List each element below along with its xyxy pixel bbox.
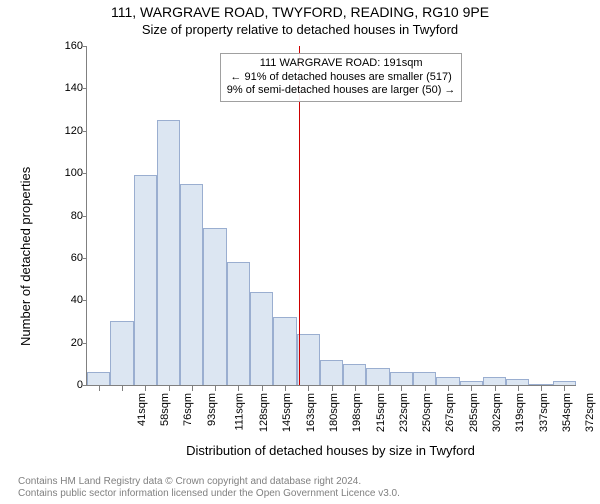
x-tick-label: 302sqm [491, 393, 503, 432]
x-tick-label: 337sqm [538, 393, 550, 432]
y-tick-label: 80 [57, 210, 83, 222]
histogram-bar [250, 292, 273, 385]
x-tick-mark [308, 386, 309, 391]
x-tick-mark [425, 386, 426, 391]
page-title: 111, WARGRAVE ROAD, TWYFORD, READING, RG… [0, 4, 600, 20]
x-tick-label: 145sqm [281, 393, 293, 432]
x-tick-mark [495, 386, 496, 391]
y-tick-label: 160 [57, 40, 83, 52]
y-tick-mark [83, 216, 87, 217]
x-tick-label: 128sqm [258, 393, 270, 432]
y-tick-label: 60 [57, 252, 83, 264]
histogram-bar [157, 120, 180, 385]
x-tick-mark [285, 386, 286, 391]
x-tick-mark [122, 386, 123, 391]
x-tick-mark [355, 386, 356, 391]
x-tick-label: 319sqm [514, 393, 526, 432]
x-tick-mark [518, 386, 519, 391]
histogram-bar [203, 228, 226, 385]
x-tick-mark [99, 386, 100, 391]
y-tick-mark [83, 258, 87, 259]
annotation-box: 111 WARGRAVE ROAD: 191sqm← 91% of detach… [220, 53, 463, 102]
chart-area: Number of detached properties 0204060801… [56, 46, 576, 426]
histogram-bar [390, 372, 413, 385]
y-tick-label: 100 [57, 167, 83, 179]
x-tick-label: 41sqm [136, 393, 148, 426]
footer-attribution: Contains HM Land Registry data © Crown c… [18, 476, 400, 500]
x-tick-mark [192, 386, 193, 391]
histogram-bar [529, 384, 552, 385]
histogram-bar [110, 321, 133, 385]
y-axis-label: Number of detached properties [18, 167, 33, 346]
x-tick-mark [541, 386, 542, 391]
x-tick-label: 93sqm [206, 393, 218, 426]
x-tick-label: 372sqm [584, 393, 596, 432]
histogram-bar [297, 334, 320, 385]
x-tick-mark [238, 386, 239, 391]
annotation-line: 111 WARGRAVE ROAD: 191sqm [227, 57, 456, 71]
y-tick-mark [83, 385, 87, 386]
y-tick-label: 40 [57, 294, 83, 306]
x-tick-mark [215, 386, 216, 391]
x-tick-mark [145, 386, 146, 391]
x-tick-label: 76sqm [182, 393, 194, 426]
x-tick-label: 58sqm [159, 393, 171, 426]
y-tick-label: 120 [57, 125, 83, 137]
histogram-bar [134, 175, 157, 385]
y-tick-mark [83, 46, 87, 47]
histogram-bar [366, 368, 389, 385]
page-subtitle: Size of property relative to detached ho… [0, 22, 600, 37]
x-tick-mark [262, 386, 263, 391]
histogram-bar [273, 317, 296, 385]
histogram-bar [483, 377, 506, 385]
histogram-bar [87, 372, 110, 385]
annotation-line: ← 91% of detached houses are smaller (51… [227, 71, 456, 85]
x-tick-label: 267sqm [444, 393, 456, 432]
footer-line: Contains HM Land Registry data © Crown c… [18, 476, 400, 488]
x-tick-mark [332, 386, 333, 391]
y-tick-mark [83, 343, 87, 344]
y-tick-label: 0 [57, 379, 83, 391]
x-tick-label: 180sqm [328, 393, 340, 432]
x-tick-mark [471, 386, 472, 391]
y-tick-mark [83, 300, 87, 301]
plot-region: 02040608010012014016041sqm58sqm76sqm93sq… [86, 46, 576, 386]
histogram-bar [436, 377, 459, 385]
x-tick-mark [378, 386, 379, 391]
x-tick-mark [169, 386, 170, 391]
histogram-bar [227, 262, 250, 385]
x-tick-label: 163sqm [305, 393, 317, 432]
annotation-line: 9% of semi-detached houses are larger (5… [227, 84, 456, 98]
x-tick-mark [401, 386, 402, 391]
histogram-bar [460, 381, 483, 385]
histogram-bar [320, 360, 343, 385]
y-tick-mark [83, 131, 87, 132]
histogram-bar [553, 381, 576, 385]
x-tick-label: 215sqm [375, 393, 387, 432]
x-axis-label: Distribution of detached houses by size … [86, 443, 575, 458]
y-tick-mark [83, 173, 87, 174]
x-tick-label: 198sqm [351, 393, 363, 432]
y-tick-label: 140 [57, 82, 83, 94]
histogram-bar [343, 364, 366, 385]
x-tick-mark [448, 386, 449, 391]
x-tick-label: 250sqm [421, 393, 433, 432]
x-tick-label: 232sqm [398, 393, 410, 432]
footer-line: Contains public sector information licen… [18, 488, 400, 500]
x-tick-label: 354sqm [561, 393, 573, 432]
histogram-bar [180, 184, 203, 385]
x-tick-label: 285sqm [468, 393, 480, 432]
y-tick-label: 20 [57, 337, 83, 349]
y-tick-mark [83, 88, 87, 89]
histogram-bar [506, 379, 529, 385]
histogram-bar [413, 372, 436, 385]
x-tick-label: 111sqm [233, 393, 245, 431]
x-tick-mark [564, 386, 565, 391]
